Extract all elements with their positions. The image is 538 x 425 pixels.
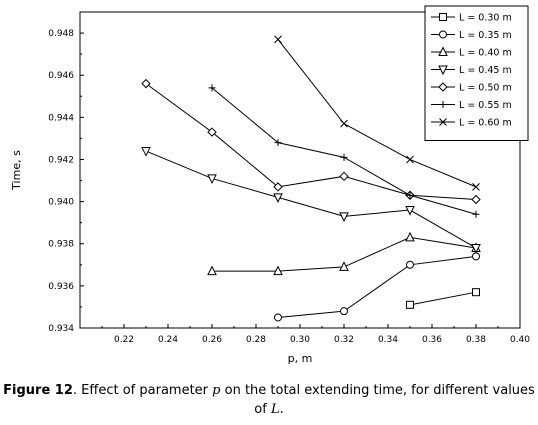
- y-tick-label: 0.944: [48, 113, 74, 123]
- legend-marker: [439, 118, 447, 126]
- data-point: [207, 174, 217, 185]
- data-point: [471, 243, 481, 254]
- series-layer: [141, 35, 481, 322]
- data-point: [273, 193, 283, 204]
- series-6: [208, 84, 480, 218]
- x-tick-label: 0.30: [290, 335, 310, 345]
- caption-text-middle: on the total extending time, for differe…: [220, 383, 535, 417]
- data-point: [141, 78, 151, 89]
- y-tick-label: 0.942: [48, 155, 74, 165]
- series-1: [406, 288, 480, 309]
- x-tick-label: 0.26: [202, 335, 222, 345]
- data-point: [472, 252, 480, 261]
- caption-label: Figure 12: [3, 383, 73, 398]
- data-point: [405, 231, 415, 242]
- series-5: [141, 78, 481, 205]
- data-point: [339, 261, 349, 271]
- data-point: [273, 265, 283, 276]
- legend-entry: L = 0.40 m: [431, 46, 512, 59]
- series-3: [207, 231, 481, 276]
- legend-marker: [439, 101, 447, 108]
- series-line: [145, 83, 477, 200]
- data-point: [274, 139, 282, 147]
- legend-entry: L = 0.55 m: [431, 100, 512, 111]
- legend-label: L = 0.45 m: [459, 65, 512, 76]
- series-line: [409, 291, 477, 306]
- caption-text-before: . Effect of parameter: [72, 383, 213, 398]
- data-point: [340, 153, 348, 161]
- data-point: [207, 127, 217, 137]
- data-point: [406, 300, 414, 309]
- series-line: [277, 255, 477, 318]
- data-point: [207, 265, 217, 276]
- data-point: [273, 182, 283, 192]
- figure-caption: Figure 12. Effect of parameter p on the …: [0, 381, 538, 419]
- y-tick-label: 0.936: [48, 282, 74, 292]
- caption-symbol: L: [270, 402, 280, 417]
- legend-entry: L = 0.35 m: [431, 30, 512, 41]
- data-point: [339, 212, 349, 222]
- data-point: [339, 171, 349, 182]
- axes: 0.22 0.24 0.26 0.28 0.30 0.32 0.34 0.36 0.38 0.40…: [10, 11, 530, 365]
- data-point: [208, 84, 216, 92]
- series-4: [141, 147, 481, 254]
- legend-marker: [438, 65, 448, 76]
- x-axis-title: p, m: [288, 352, 313, 365]
- x-tick-label: 0.22: [114, 335, 134, 345]
- caption-param: p: [212, 383, 221, 398]
- legend-label: L = 0.30 m: [459, 13, 512, 24]
- data-point: [141, 147, 151, 157]
- legend-entry: L = 0.60 m: [431, 118, 512, 129]
- legend-marker: [439, 30, 447, 39]
- legend-marker: [438, 82, 448, 92]
- data-point: [472, 182, 480, 191]
- legend-marker: [439, 13, 447, 21]
- legend-entry: L = 0.45 m: [431, 65, 512, 76]
- data-point: [406, 155, 414, 164]
- caption-text-end: .: [279, 402, 284, 417]
- legend-label: L = 0.40 m: [459, 48, 512, 59]
- legend-entry: L = 0.30 m: [431, 13, 512, 24]
- y-axis-title: Time, s: [10, 150, 23, 191]
- legend-label: L = 0.60 m: [459, 118, 512, 129]
- series-line: [277, 39, 477, 188]
- line-chart: 0.22 0.24 0.26 0.28 0.30 0.32 0.34 0.36 0.38 0.40…: [10, 5, 530, 365]
- legend-label: L = 0.55 m: [459, 100, 512, 111]
- y-tick-label: 0.948: [48, 29, 74, 39]
- data-point: [340, 307, 348, 316]
- legend-label: L = 0.35 m: [459, 30, 512, 41]
- data-point: [274, 313, 282, 322]
- data-point: [406, 191, 414, 199]
- x-tick-label: 0.28: [246, 335, 266, 345]
- y-tick-label: 0.946: [48, 71, 74, 81]
- x-tick-label: 0.34: [378, 335, 398, 345]
- series-line: [145, 150, 477, 249]
- legend: L = 0.30 m L = 0.35 m L = 0.40 m L = 0.45 m…: [424, 5, 529, 141]
- series-7: [274, 35, 480, 191]
- y-tick-label: 0.938: [48, 240, 74, 250]
- y-tick-label: 0.934: [48, 324, 74, 334]
- y-tick-label: 0.940: [48, 198, 74, 208]
- x-tick-label: 0.38: [466, 335, 486, 345]
- legend-entry: L = 0.50 m: [431, 82, 512, 94]
- data-point: [405, 206, 415, 216]
- data-point: [472, 288, 480, 297]
- data-point: [471, 194, 481, 205]
- x-tick-label: 0.24: [158, 335, 178, 345]
- data-point: [274, 35, 282, 44]
- x-tick-label: 0.36: [422, 335, 442, 345]
- x-tick-label: 0.32: [334, 335, 354, 345]
- x-tick-label: 0.40: [510, 335, 530, 345]
- data-point: [472, 210, 480, 218]
- legend-marker: [438, 46, 448, 56]
- legend-label: L = 0.50 m: [459, 83, 512, 94]
- data-point: [340, 119, 348, 128]
- series-2: [274, 252, 480, 322]
- data-point: [406, 260, 414, 269]
